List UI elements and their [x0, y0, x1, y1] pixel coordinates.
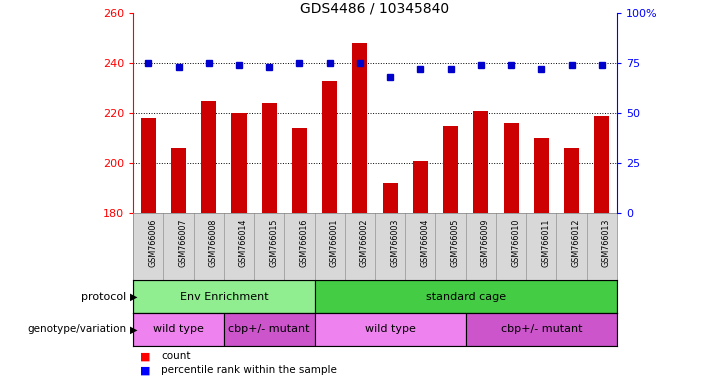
- Text: GSM766008: GSM766008: [209, 218, 218, 267]
- Text: GSM766003: GSM766003: [390, 218, 399, 267]
- Text: GSM766015: GSM766015: [269, 218, 278, 267]
- Bar: [292, 128, 307, 213]
- Bar: [383, 183, 397, 213]
- Bar: [594, 116, 609, 213]
- Text: wild type: wild type: [365, 324, 416, 334]
- Bar: [261, 103, 277, 213]
- Text: GSM766009: GSM766009: [481, 218, 490, 267]
- Text: GSM766005: GSM766005: [451, 218, 460, 267]
- Text: ▶: ▶: [130, 324, 137, 334]
- Text: ■: ■: [140, 365, 151, 375]
- Text: ▶: ▶: [130, 291, 137, 302]
- Text: percentile rank within the sample: percentile rank within the sample: [161, 365, 337, 375]
- Bar: [564, 148, 579, 213]
- Text: count: count: [161, 351, 191, 361]
- Text: GSM766013: GSM766013: [601, 218, 611, 267]
- Text: ■: ■: [140, 351, 151, 361]
- Text: GSM766001: GSM766001: [329, 218, 339, 267]
- Bar: [141, 118, 156, 213]
- Text: GSM766014: GSM766014: [239, 218, 248, 267]
- Bar: [133, 313, 224, 346]
- Text: GSM766006: GSM766006: [149, 218, 157, 267]
- Bar: [322, 81, 337, 213]
- Text: GSM766010: GSM766010: [511, 218, 520, 267]
- Text: cbp+/- mutant: cbp+/- mutant: [501, 324, 582, 334]
- Bar: [353, 43, 367, 213]
- Text: GSM766002: GSM766002: [360, 218, 369, 267]
- Text: GSM766011: GSM766011: [541, 218, 550, 267]
- Bar: [413, 161, 428, 213]
- Bar: [171, 148, 186, 213]
- Text: GSM766016: GSM766016: [299, 218, 308, 267]
- Bar: [201, 101, 217, 213]
- Text: GDS4486 / 10345840: GDS4486 / 10345840: [301, 2, 449, 15]
- Text: Env Enrichment: Env Enrichment: [179, 291, 268, 302]
- Text: GSM766004: GSM766004: [421, 218, 430, 267]
- Text: protocol: protocol: [81, 291, 126, 302]
- Bar: [503, 123, 519, 213]
- Bar: [315, 313, 465, 346]
- Bar: [315, 280, 617, 313]
- Bar: [443, 126, 458, 213]
- Text: genotype/variation: genotype/variation: [27, 324, 126, 334]
- Bar: [533, 138, 549, 213]
- Text: wild type: wild type: [153, 324, 204, 334]
- Text: GSM766012: GSM766012: [571, 218, 580, 267]
- Text: cbp+/- mutant: cbp+/- mutant: [229, 324, 310, 334]
- Bar: [133, 280, 315, 313]
- Bar: [473, 111, 489, 213]
- Text: standard cage: standard cage: [426, 291, 506, 302]
- Bar: [465, 313, 617, 346]
- Bar: [231, 113, 247, 213]
- Text: GSM766007: GSM766007: [179, 218, 188, 267]
- Bar: [224, 313, 315, 346]
